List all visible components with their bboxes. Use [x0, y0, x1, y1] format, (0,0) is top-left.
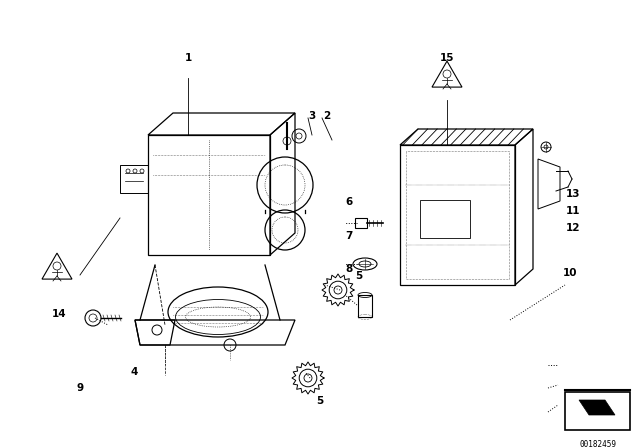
Text: 7: 7: [345, 231, 353, 241]
Text: 10: 10: [563, 268, 577, 278]
Text: 1: 1: [185, 53, 193, 63]
Text: 5: 5: [316, 396, 324, 406]
Text: 14: 14: [52, 309, 66, 319]
Text: 00182459: 00182459: [579, 440, 616, 448]
Text: 8: 8: [345, 264, 353, 274]
Text: 6: 6: [345, 198, 353, 207]
Bar: [120, 165, 148, 193]
Bar: [148, 135, 270, 255]
Text: 3: 3: [308, 112, 316, 121]
Bar: [406, 151, 509, 279]
Text: 15: 15: [440, 53, 454, 63]
Text: 13: 13: [566, 189, 580, 198]
Text: 5: 5: [355, 271, 362, 280]
Bar: [420, 200, 470, 238]
Bar: [355, 218, 367, 228]
Bar: [565, 392, 630, 430]
Text: 12: 12: [566, 224, 580, 233]
Text: 9: 9: [76, 383, 84, 392]
Polygon shape: [579, 400, 615, 415]
Bar: [358, 295, 372, 317]
Text: 4: 4: [131, 367, 138, 377]
Bar: [400, 145, 515, 285]
Text: 11: 11: [566, 206, 580, 215]
Text: 2: 2: [323, 112, 330, 121]
